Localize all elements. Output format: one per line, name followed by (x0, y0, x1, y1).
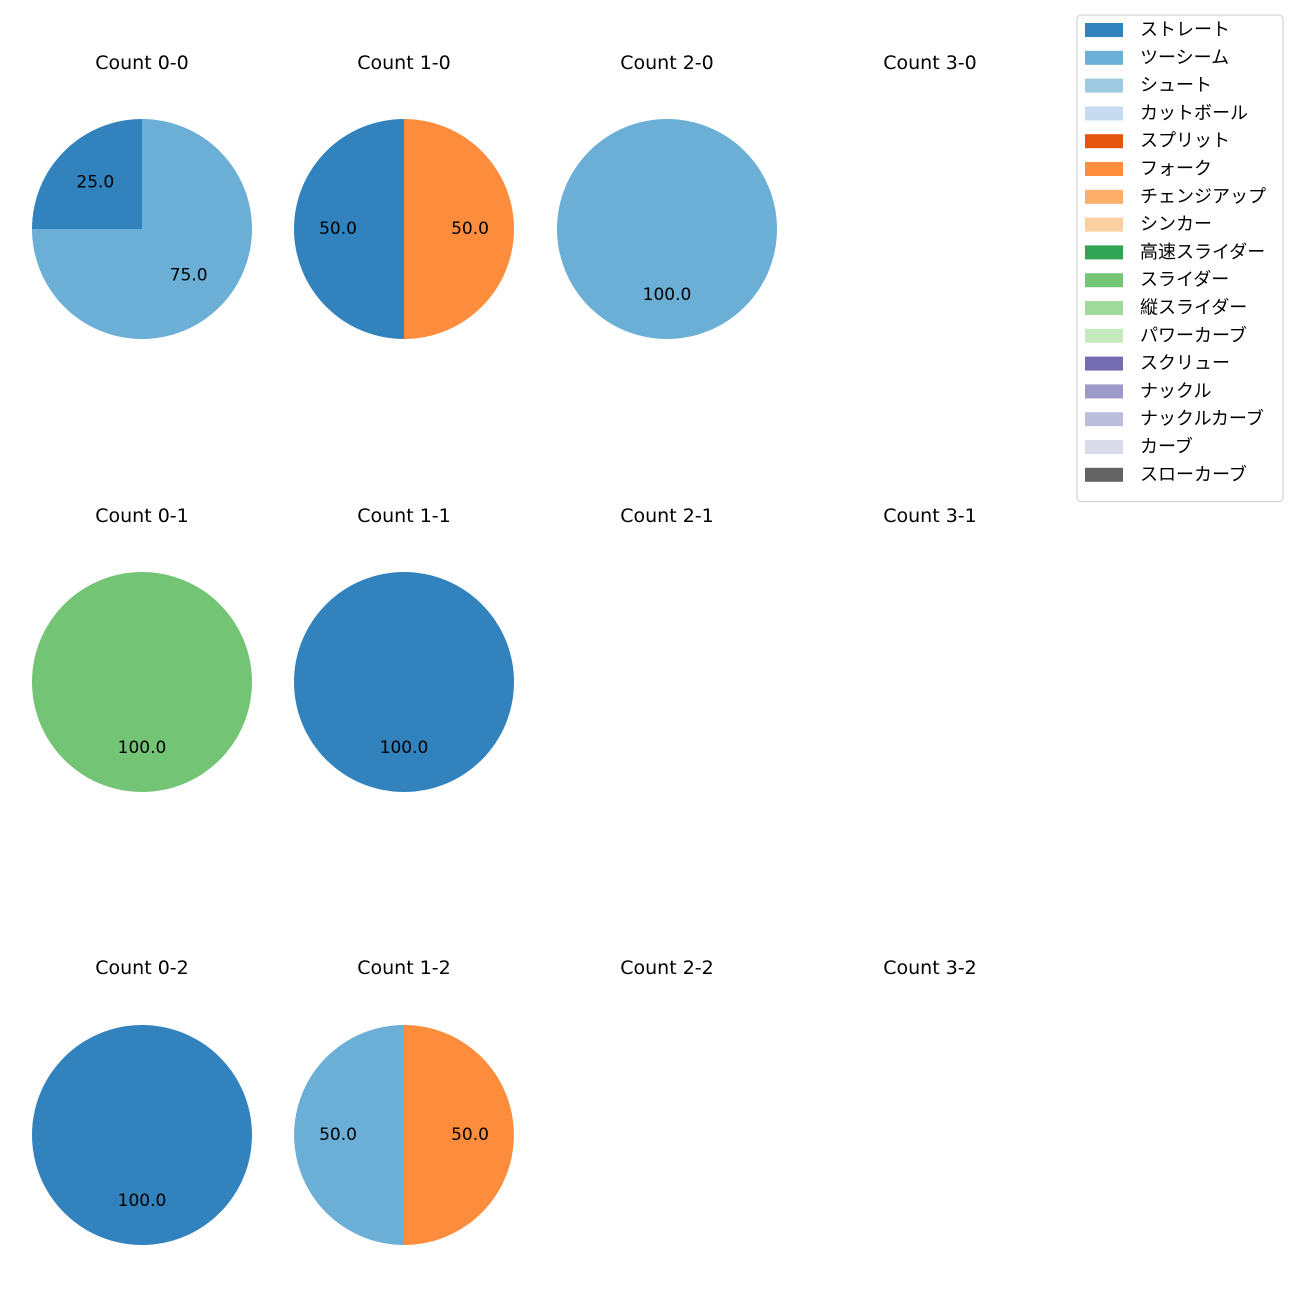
pie-slice-count-0-0-1 (32, 119, 252, 339)
legend-label: カーブ (1140, 436, 1193, 458)
legend-label: フォーク (1140, 159, 1212, 180)
legend-label: スプリット (1140, 131, 1230, 152)
pie-slice-count-2-0-0 (557, 119, 777, 339)
legend-label: スライダー (1140, 270, 1229, 291)
panel-count-1-1: Count 1-1 100.0 (294, 505, 514, 792)
slice-label: 100.0 (380, 738, 429, 758)
legend-label: スローカーブ (1140, 463, 1247, 485)
legend-swatch (1085, 412, 1123, 427)
legend-swatch (1085, 50, 1123, 65)
panel-count-0-1: Count 0-1 100.0 (32, 505, 252, 792)
legend-label: シュート (1140, 75, 1212, 96)
panel-title: Count 3-1 (883, 505, 977, 527)
panel-count-2-2: Count 2-2 (620, 957, 714, 979)
panel-title: Count 2-1 (620, 505, 714, 527)
legend-label: 高速スライダー (1140, 242, 1265, 263)
panel-count-2-1: Count 2-1 (620, 505, 714, 527)
pie-slice-count-1-0-1 (404, 119, 514, 339)
panel-count-2-0: Count 2-0 100.0 (557, 52, 777, 339)
panel-title: Count 1-0 (357, 52, 451, 74)
legend-swatch (1085, 328, 1123, 343)
panel-title: Count 2-0 (620, 52, 714, 74)
legend-swatch (1085, 23, 1123, 37)
slice-label: 50.0 (319, 219, 357, 239)
pie-slice-count-0-2-0 (32, 1025, 252, 1245)
legend-swatch (1085, 273, 1123, 288)
panel-title: Count 3-0 (883, 52, 977, 74)
panel-title: Count 1-2 (357, 957, 451, 979)
legend-label: ナックルカーブ (1140, 408, 1264, 430)
legend-label: スクリュー (1140, 353, 1230, 374)
legend-label: パワーカーブ (1140, 324, 1247, 346)
legend: ストレートツーシームシュートカットボールスプリットフォークチェンジアップシンカー… (1076, 14, 1284, 503)
pie-slice-count-1-0-0 (294, 119, 404, 339)
legend-swatch (1085, 356, 1123, 371)
panel-count-3-2: Count 3-2 (883, 957, 977, 979)
pie-slice-count-1-1-0 (294, 572, 514, 792)
legend-label: ストレート (1140, 20, 1230, 41)
slice-label: 100.0 (118, 1191, 167, 1211)
legend-label: カットボール (1140, 103, 1248, 124)
slice-label: 50.0 (451, 219, 489, 239)
legend-swatch (1085, 189, 1123, 204)
legend-swatch (1085, 134, 1123, 149)
pie-slice-count-0-1-0 (32, 572, 252, 792)
legend-frame (1076, 14, 1284, 503)
pie-slice-count-0-0-0 (32, 119, 142, 229)
panel-count-0-2: Count 0-2 100.0 (32, 957, 252, 1245)
panel-title: Count 2-2 (620, 957, 714, 979)
panel-count-1-0: Count 1-0 50.0 50.0 (294, 52, 514, 339)
panel-title: Count 3-2 (883, 957, 977, 979)
pie-slice-count-1-2-1 (404, 1025, 514, 1245)
panel-title: Count 0-1 (95, 505, 189, 527)
panel-count-3-0: Count 3-0 (883, 52, 977, 74)
legend-swatch (1085, 245, 1123, 260)
slice-label: 100.0 (118, 738, 167, 758)
panel-title: Count 0-2 (95, 957, 189, 979)
slice-label: 100.0 (643, 285, 692, 305)
pie-slice-count-1-2-0 (294, 1025, 404, 1245)
legend-swatch (1085, 162, 1123, 176)
legend-label: 縦スライダー (1140, 298, 1247, 319)
slice-label: 50.0 (451, 1125, 489, 1145)
legend-swatch (1085, 78, 1123, 93)
slice-label: 75.0 (170, 266, 208, 286)
slice-label: 25.0 (76, 172, 114, 192)
legend-swatch (1085, 440, 1123, 454)
legend-swatch (1085, 384, 1123, 399)
legend-swatch (1085, 106, 1123, 121)
panel-title: Count 1-1 (357, 505, 451, 527)
panel-count-1-2: Count 1-2 50.0 50.0 (294, 957, 514, 1245)
legend-label: ナックル (1140, 381, 1211, 402)
legend-label: シンカー (1140, 214, 1212, 235)
legend-swatch (1085, 301, 1123, 315)
legend-label: チェンジアップ (1140, 186, 1266, 207)
panel-count-0-0: Count 0-0 25.0 75.0 (32, 52, 252, 339)
panel-count-3-1: Count 3-1 (883, 505, 977, 527)
slice-label: 50.0 (319, 1125, 357, 1145)
legend-swatch (1085, 467, 1123, 482)
legend-label: ツーシーム (1140, 47, 1229, 68)
panel-title: Count 0-0 (95, 52, 189, 74)
legend-swatch (1085, 217, 1123, 232)
